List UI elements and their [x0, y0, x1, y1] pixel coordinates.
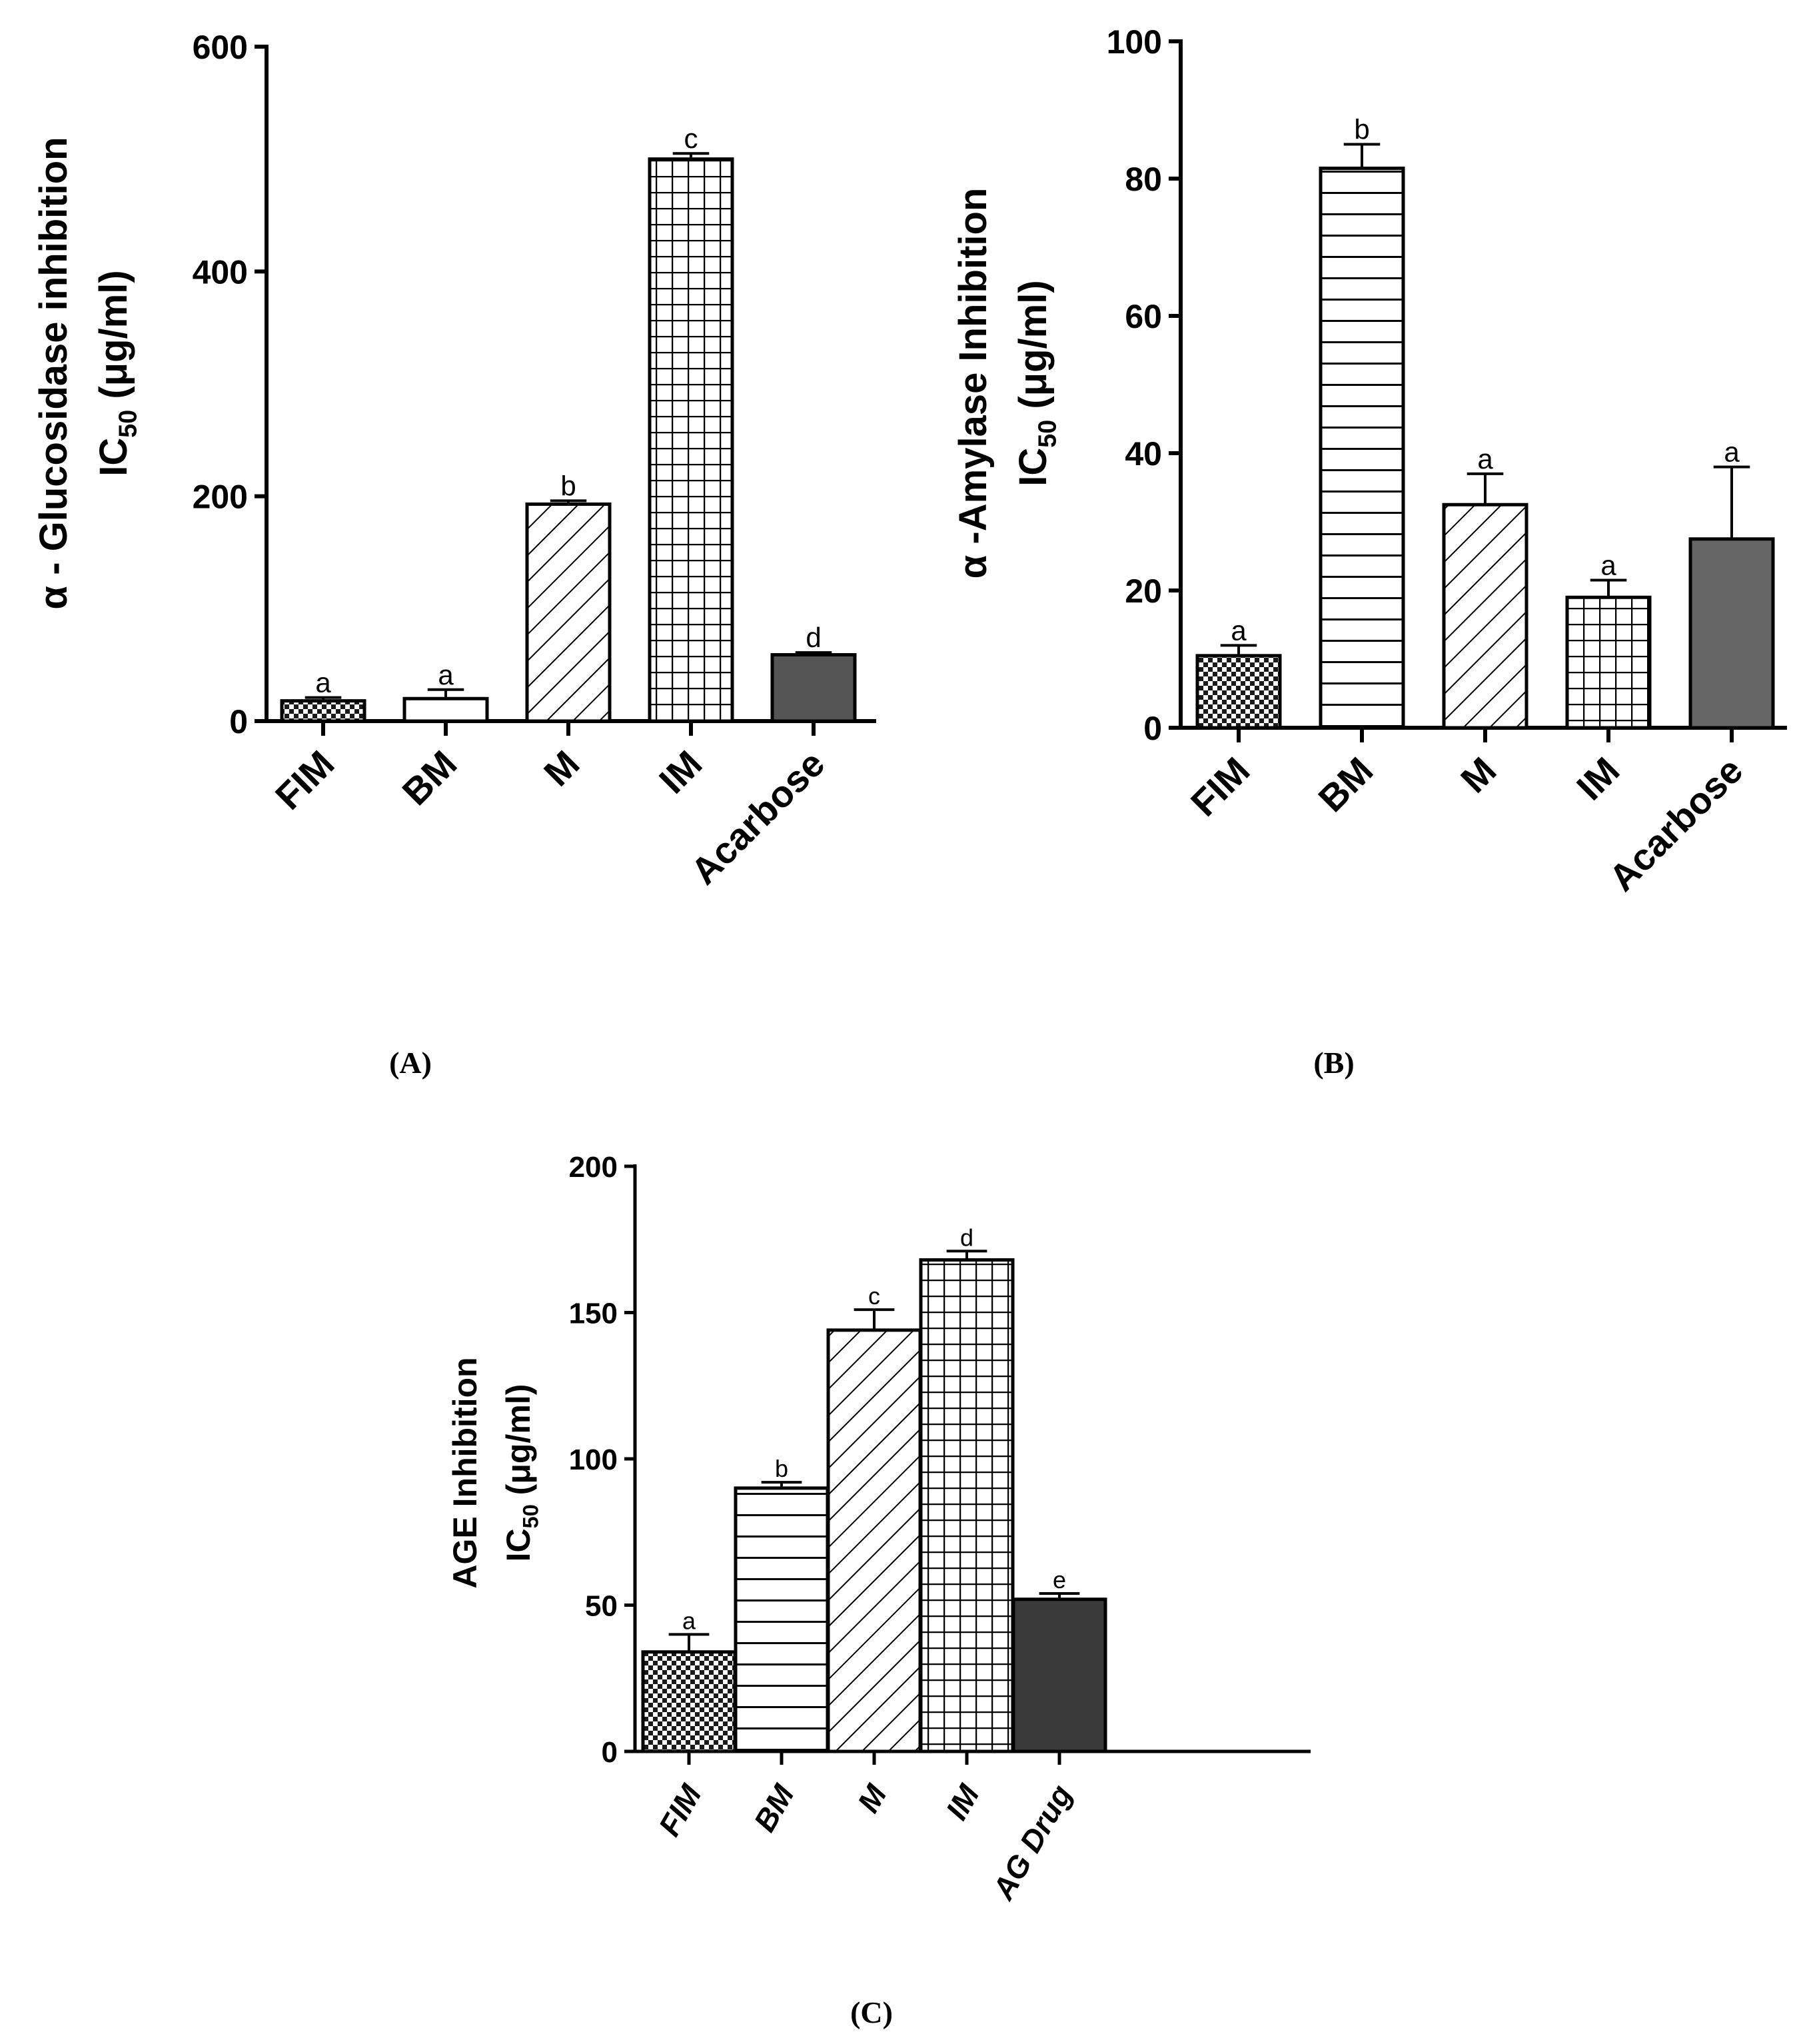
bar-fim [641, 1650, 737, 1753]
panel-label: (A) [389, 1046, 432, 1080]
significance-letter: a [1477, 443, 1493, 475]
y-tick-label: 150 [569, 1297, 618, 1330]
bar-acarbose [770, 652, 857, 723]
y-axis-title: AGE Inhibition [446, 1357, 484, 1588]
significance-letter: a [682, 1607, 696, 1634]
panel-label: (C) [850, 1995, 893, 2029]
bar-fim [280, 699, 366, 723]
x-category-label: IM [939, 1778, 986, 1826]
bar-im [648, 157, 734, 723]
x-category-label: M [536, 742, 588, 794]
x-category-label: IM [651, 742, 710, 802]
y-tick-label: 0 [1143, 710, 1162, 747]
bar-m [1442, 503, 1528, 730]
y-tick-label: 80 [1125, 161, 1162, 198]
significance-letter: a [315, 667, 331, 698]
significance-letter: a [1724, 437, 1740, 468]
x-category-label: M [850, 1778, 894, 1819]
y-tick-label: 200 [193, 479, 248, 516]
x-category-label: Acarbose [682, 742, 832, 892]
y-axis-unit: IC50 (μg/ml) [1011, 280, 1061, 486]
bar-m [525, 502, 612, 723]
y-axis-unit: IC50 (μg/ml) [92, 270, 142, 476]
y-axis-title: α - Glucosidase inhibition [32, 137, 75, 609]
y-tick-label: 20 [1125, 572, 1162, 610]
significance-letter: e [1053, 1566, 1066, 1593]
bar-m [826, 1328, 922, 1753]
significance-letter: d [960, 1224, 973, 1251]
x-category-label: M [1453, 749, 1505, 801]
y-tick-label: 0 [229, 703, 248, 740]
significance-letter: d [806, 622, 821, 653]
bar-fim [1195, 654, 1282, 730]
y-tick-label: 100 [569, 1444, 618, 1476]
x-category-label: Acarbose [1600, 749, 1750, 899]
y-axis-unit: IC50 (μg/ml) [500, 1384, 543, 1562]
bar-acarbose [1688, 537, 1775, 730]
y-tick-label: 0 [602, 1736, 618, 1769]
bar-ag-drug [1011, 1597, 1107, 1753]
significance-letter: c [684, 123, 698, 154]
panel-label: (B) [1313, 1046, 1354, 1080]
bar-bm [734, 1486, 830, 1753]
significance-letter: a [1600, 550, 1616, 581]
y-tick-label: 40 [1125, 435, 1162, 473]
significance-letter: b [1354, 114, 1369, 145]
y-tick-label: 60 [1125, 298, 1162, 335]
y-tick-label: 100 [1107, 23, 1162, 61]
y-tick-label: 200 [569, 1151, 618, 1184]
significance-letter: b [775, 1455, 788, 1482]
significance-letter: b [560, 470, 576, 501]
y-tick-label: 400 [193, 253, 248, 291]
x-category-label: FIM [652, 1778, 708, 1842]
bar-bm [402, 696, 489, 723]
significance-letter: a [438, 659, 454, 690]
panel-a-chart: 0 200 400 600 a FIM a BM b Mc IM d Acarbose α - Gluco… [32, 29, 876, 1080]
x-category-label: FIM [1183, 749, 1258, 824]
panel-c-chart: 0 50 100 150 200 a FIM b BM c Md IM e AG Drug AGE Inhi… [446, 1151, 1311, 2029]
x-category-label: FIM [267, 742, 342, 818]
significance-letter: c [868, 1282, 880, 1310]
x-category-label: IM [1568, 749, 1628, 808]
bar-im [919, 1258, 1015, 1753]
x-category-label: AG Drug [985, 1779, 1079, 1906]
x-category-label: BM [394, 742, 464, 813]
y-tick-label: 600 [193, 29, 248, 66]
y-axis-title: α -Amylase Inhibition [951, 188, 995, 579]
x-category-label: BM [1310, 749, 1381, 820]
bar-bm [1319, 167, 1405, 730]
x-category-label: BM [747, 1778, 802, 1837]
panel-b-chart: 0 20 40 60 80 100 a FIM b BM a Ma IM a Acarbose α -Amyl… [951, 23, 1787, 1080]
significance-letter: a [1231, 614, 1247, 646]
y-tick-label: 50 [585, 1589, 618, 1622]
bar-im [1565, 595, 1652, 730]
